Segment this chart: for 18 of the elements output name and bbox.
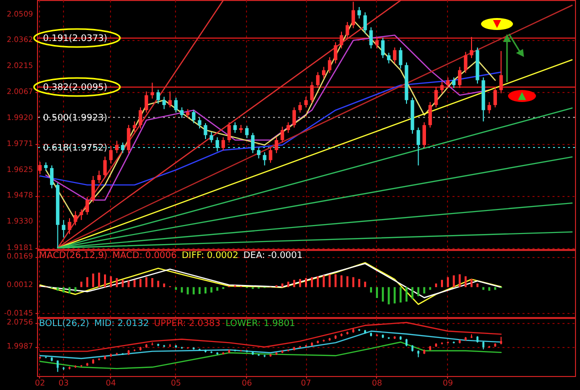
series-label: MACD: 0.0006 <box>112 251 177 261</box>
chart-title: MACD(26,12,9) <box>39 251 108 261</box>
ref-line-label: 0.618(1.9752) <box>43 143 108 154</box>
x-tick-label: 04 <box>106 378 116 388</box>
series-label: DIFF: 0.0002 <box>182 251 238 261</box>
x-tick-label: 03 <box>58 378 69 388</box>
chart-title: BOLL(26,2) <box>39 319 90 329</box>
x-tick-label: 06 <box>242 378 252 388</box>
ref-line-label: 0.500(1.9923) <box>43 113 108 124</box>
x-tick-label: 05 <box>170 378 182 388</box>
text: DEA: -0.0001 <box>243 251 303 261</box>
x-tick-label: 09 <box>442 378 453 388</box>
x-tick-label: 02 <box>34 378 46 388</box>
text: MID: 2.0132 <box>94 319 149 329</box>
text: LOWER: 1.9801 <box>225 319 296 329</box>
series-label: UPPER: 2.0383 <box>154 319 220 329</box>
x-tick-label: 08 <box>372 378 382 388</box>
x-tick-label: 07 <box>300 378 312 388</box>
